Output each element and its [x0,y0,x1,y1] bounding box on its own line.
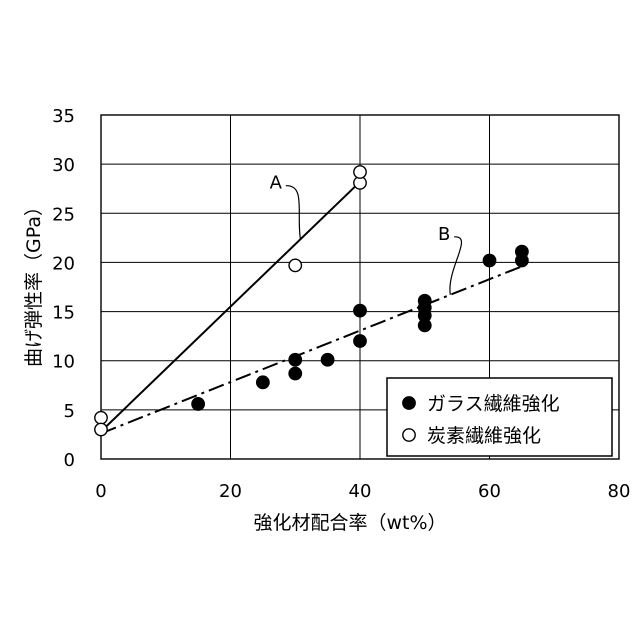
glass-fiber-point [289,367,301,379]
legend-label-glass-fiber: ガラス繊維強化 [427,393,560,415]
carbon-fiber-point [289,259,301,271]
y-tick-label: 30 [52,155,75,176]
y-tick-label: 15 [52,303,75,324]
carbon-fiber-point [95,423,107,435]
y-tick-label: 20 [52,253,75,274]
legend-marker-carbon-fiber [403,429,415,441]
glass-fiber-point [257,376,269,388]
y-tick-label: 0 [64,450,75,471]
legend-label-carbon-fiber: 炭素繊維強化 [427,425,541,447]
x-tick-label: 40 [349,481,372,502]
legend-marker-glass-fiber [403,397,415,409]
y-tick-label: 5 [64,401,75,422]
glass-fiber-point [192,398,204,410]
glass-fiber-point [483,254,495,266]
glass-fiber-point [419,295,431,307]
glass-fiber-point [321,354,333,366]
carbon-fiber-point [95,412,107,424]
fit-line-leader-b [450,237,462,295]
y-tick-label: 10 [52,352,75,373]
fit-line-leader-a [286,186,301,240]
fit-line-label-b: B [438,224,450,245]
x-tick-label: 60 [478,481,501,502]
glass-fiber-point [516,245,528,257]
carbon-fiber-point [354,166,366,178]
x-axis-label: 強化材配合率（wt%） [253,512,446,534]
x-tick-label: 80 [608,481,631,502]
y-tick-label: 25 [52,204,75,225]
x-tick-label: 0 [95,481,106,502]
fit-line-label-a: A [270,173,283,194]
y-tick-label: 35 [52,106,75,127]
axes: 0 20 40 60 80 0 5 10 15 20 25 30 35 強化材配合率（wt%） 曲げ弾性率（… [23,106,630,534]
glass-fiber-point [289,354,301,366]
legend: ガラス繊維強化炭素繊維強化 [387,378,612,456]
glass-fiber-point [354,304,366,316]
glass-fiber-point [354,335,366,347]
y-axis-label: 曲げ弾性率（GPa） [23,197,45,367]
x-tick-label: 20 [219,481,242,502]
